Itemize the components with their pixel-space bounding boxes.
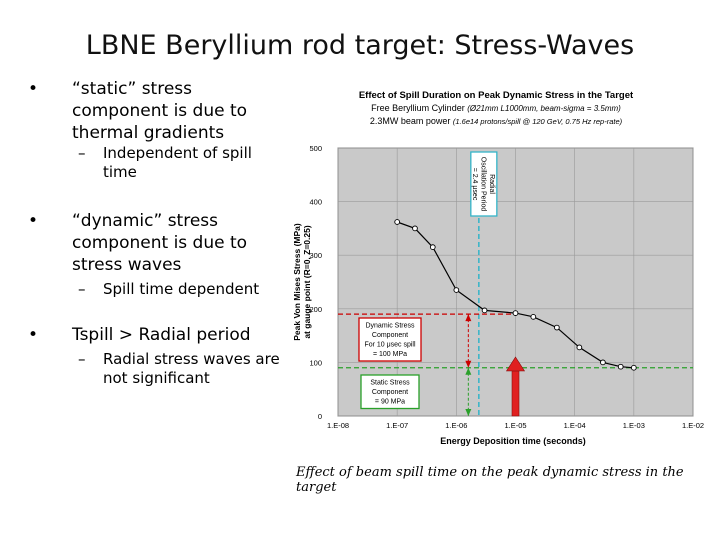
data-point <box>600 359 606 366</box>
x-axis-label: Energy Deposition time (seconds) <box>440 436 586 446</box>
chart-subtitle-1: Free Beryllium Cylinder (Ø21mm L1000mm, … <box>371 103 621 113</box>
data-point <box>617 363 624 370</box>
y-axis-label-1: Peak Von Mises Stress (MPa) <box>292 223 302 341</box>
x-tick-label: 1.E-07 <box>386 421 408 430</box>
axis-layer: 0 100 200 300 400 500 1.E-08 1.E-07 1.E-06 1.E-05… <box>309 144 704 430</box>
grid-layer <box>337 147 694 417</box>
data-point <box>394 219 401 225</box>
subbullet-text: Spill time dependent <box>103 280 260 298</box>
dynamic-bracket-arrowhead <box>465 360 472 368</box>
x-tick-label: 1.E-03 <box>623 421 645 430</box>
bullet-text: Tspill > Radial period <box>72 325 251 345</box>
data-point <box>429 244 436 251</box>
y-tick-label: 300 <box>309 251 322 260</box>
bullet-text: “static” stress component is due to ther… <box>72 79 248 143</box>
static-stress-box <box>360 374 420 410</box>
bullet-text: “dynamic” stress component is due to str… <box>72 211 248 275</box>
x-tick-label: 1.E-08 <box>327 421 349 430</box>
y-tick-label: 200 <box>309 305 322 314</box>
data-point <box>576 344 583 351</box>
annotation-text-line: Dynamic Stress <box>365 323 415 330</box>
x-tick-label: 1.E-05 <box>504 421 526 430</box>
annotation-boxes: Dynamic Stress Component For 10 μsec spill… <box>358 151 526 417</box>
annotation-text-line: For 10 μsec spill <box>364 342 416 349</box>
radial-period-box <box>470 151 498 217</box>
subtitle-2-detail: (1.6e14 protons/spill @ 120 GeV, 0.75 Hz… <box>453 117 623 126</box>
data-point <box>554 324 560 331</box>
chart-subtitle-2: 2.3MW beam power (1.6e14 protons/spill @… <box>370 116 623 126</box>
y-tick-label: 100 <box>309 358 322 367</box>
highlight-arrow-head <box>505 356 526 372</box>
annotation-text-line: Static Stress <box>370 380 410 387</box>
x-tick-label: 1.E-02 <box>682 421 704 430</box>
subbullet-text: Independent of spill time <box>103 144 252 181</box>
x-tick-label: 1.E-06 <box>445 421 467 430</box>
series-line <box>396 221 634 369</box>
y-tick-label: 500 <box>309 144 322 153</box>
y-tick-label: 0 <box>318 412 322 421</box>
annotation-text-line: = 100 MPa <box>373 351 407 358</box>
static-bracket-arrowhead <box>465 367 472 375</box>
dynamic-stress-text: Dynamic Stress Component For 10 μsec spill… <box>364 323 416 359</box>
subtitle-1-main: Free Beryllium Cylinder <box>371 103 467 113</box>
y-axis-label-2: at gauge point (R=0, Z=0.25) <box>302 225 312 339</box>
data-point <box>412 225 418 232</box>
bullet-dot-icon: • <box>28 211 39 231</box>
highlight-arrow-shaft <box>511 370 520 417</box>
subtitle-2-main: 2.3MW beam power <box>370 116 453 126</box>
data-point <box>530 313 537 320</box>
chart-header: Effect of Spill Duration on Peak Dynamic… <box>359 90 634 126</box>
static-stress-text: Static Stress Component = 90 MPa <box>370 380 410 406</box>
static-bracket-arrowhead <box>465 409 472 416</box>
dynamic-stress-box <box>358 317 422 362</box>
data-point <box>630 364 637 371</box>
data-point <box>481 307 488 314</box>
chart-title: Effect of Spill Duration on Peak Dynamic… <box>359 90 634 101</box>
annotation-text-line: = 2.4 μsec <box>471 168 478 201</box>
annotation-text-line: Component <box>372 332 408 339</box>
sub-dash-icon: – <box>78 350 86 368</box>
annotation-text-line: Oscillation Period <box>479 157 486 212</box>
annotation-text-line: = 90 MPa <box>375 399 405 406</box>
sub-dash-icon: – <box>78 280 86 298</box>
radial-period-label: RadialOscillation Period= 2.4 μsec <box>471 157 495 212</box>
data-point <box>453 287 460 293</box>
annotation-text-line: Component <box>372 389 408 396</box>
bullet-dot-icon: • <box>28 79 39 99</box>
series-layer <box>394 219 637 371</box>
subtitle-1-detail: (Ø21mm L1000mm, beam-sigma = 3.5mm) <box>467 104 621 113</box>
radial-period-text: RadialOscillation Period= 2.4 μsec <box>471 157 495 212</box>
sub-dash-icon: – <box>78 144 86 162</box>
x-tick-label: 1.E-04 <box>564 421 586 430</box>
bullet-dot-icon: • <box>28 325 39 345</box>
subbullet-text: Radial stress waves are not significant <box>103 350 280 387</box>
slide-title: LBNE Beryllium rod target: Stress-Waves <box>85 30 635 61</box>
annotation-text-line: Radial <box>488 174 495 194</box>
dynamic-bracket-arrowhead <box>465 314 472 322</box>
figure-caption: Effect of beam spill time on the peak dy… <box>296 465 684 495</box>
y-tick-label: 400 <box>309 198 322 207</box>
stress-chart: Effect of Spill Duration on Peak Dynamic… <box>288 78 708 458</box>
data-point <box>512 310 519 316</box>
